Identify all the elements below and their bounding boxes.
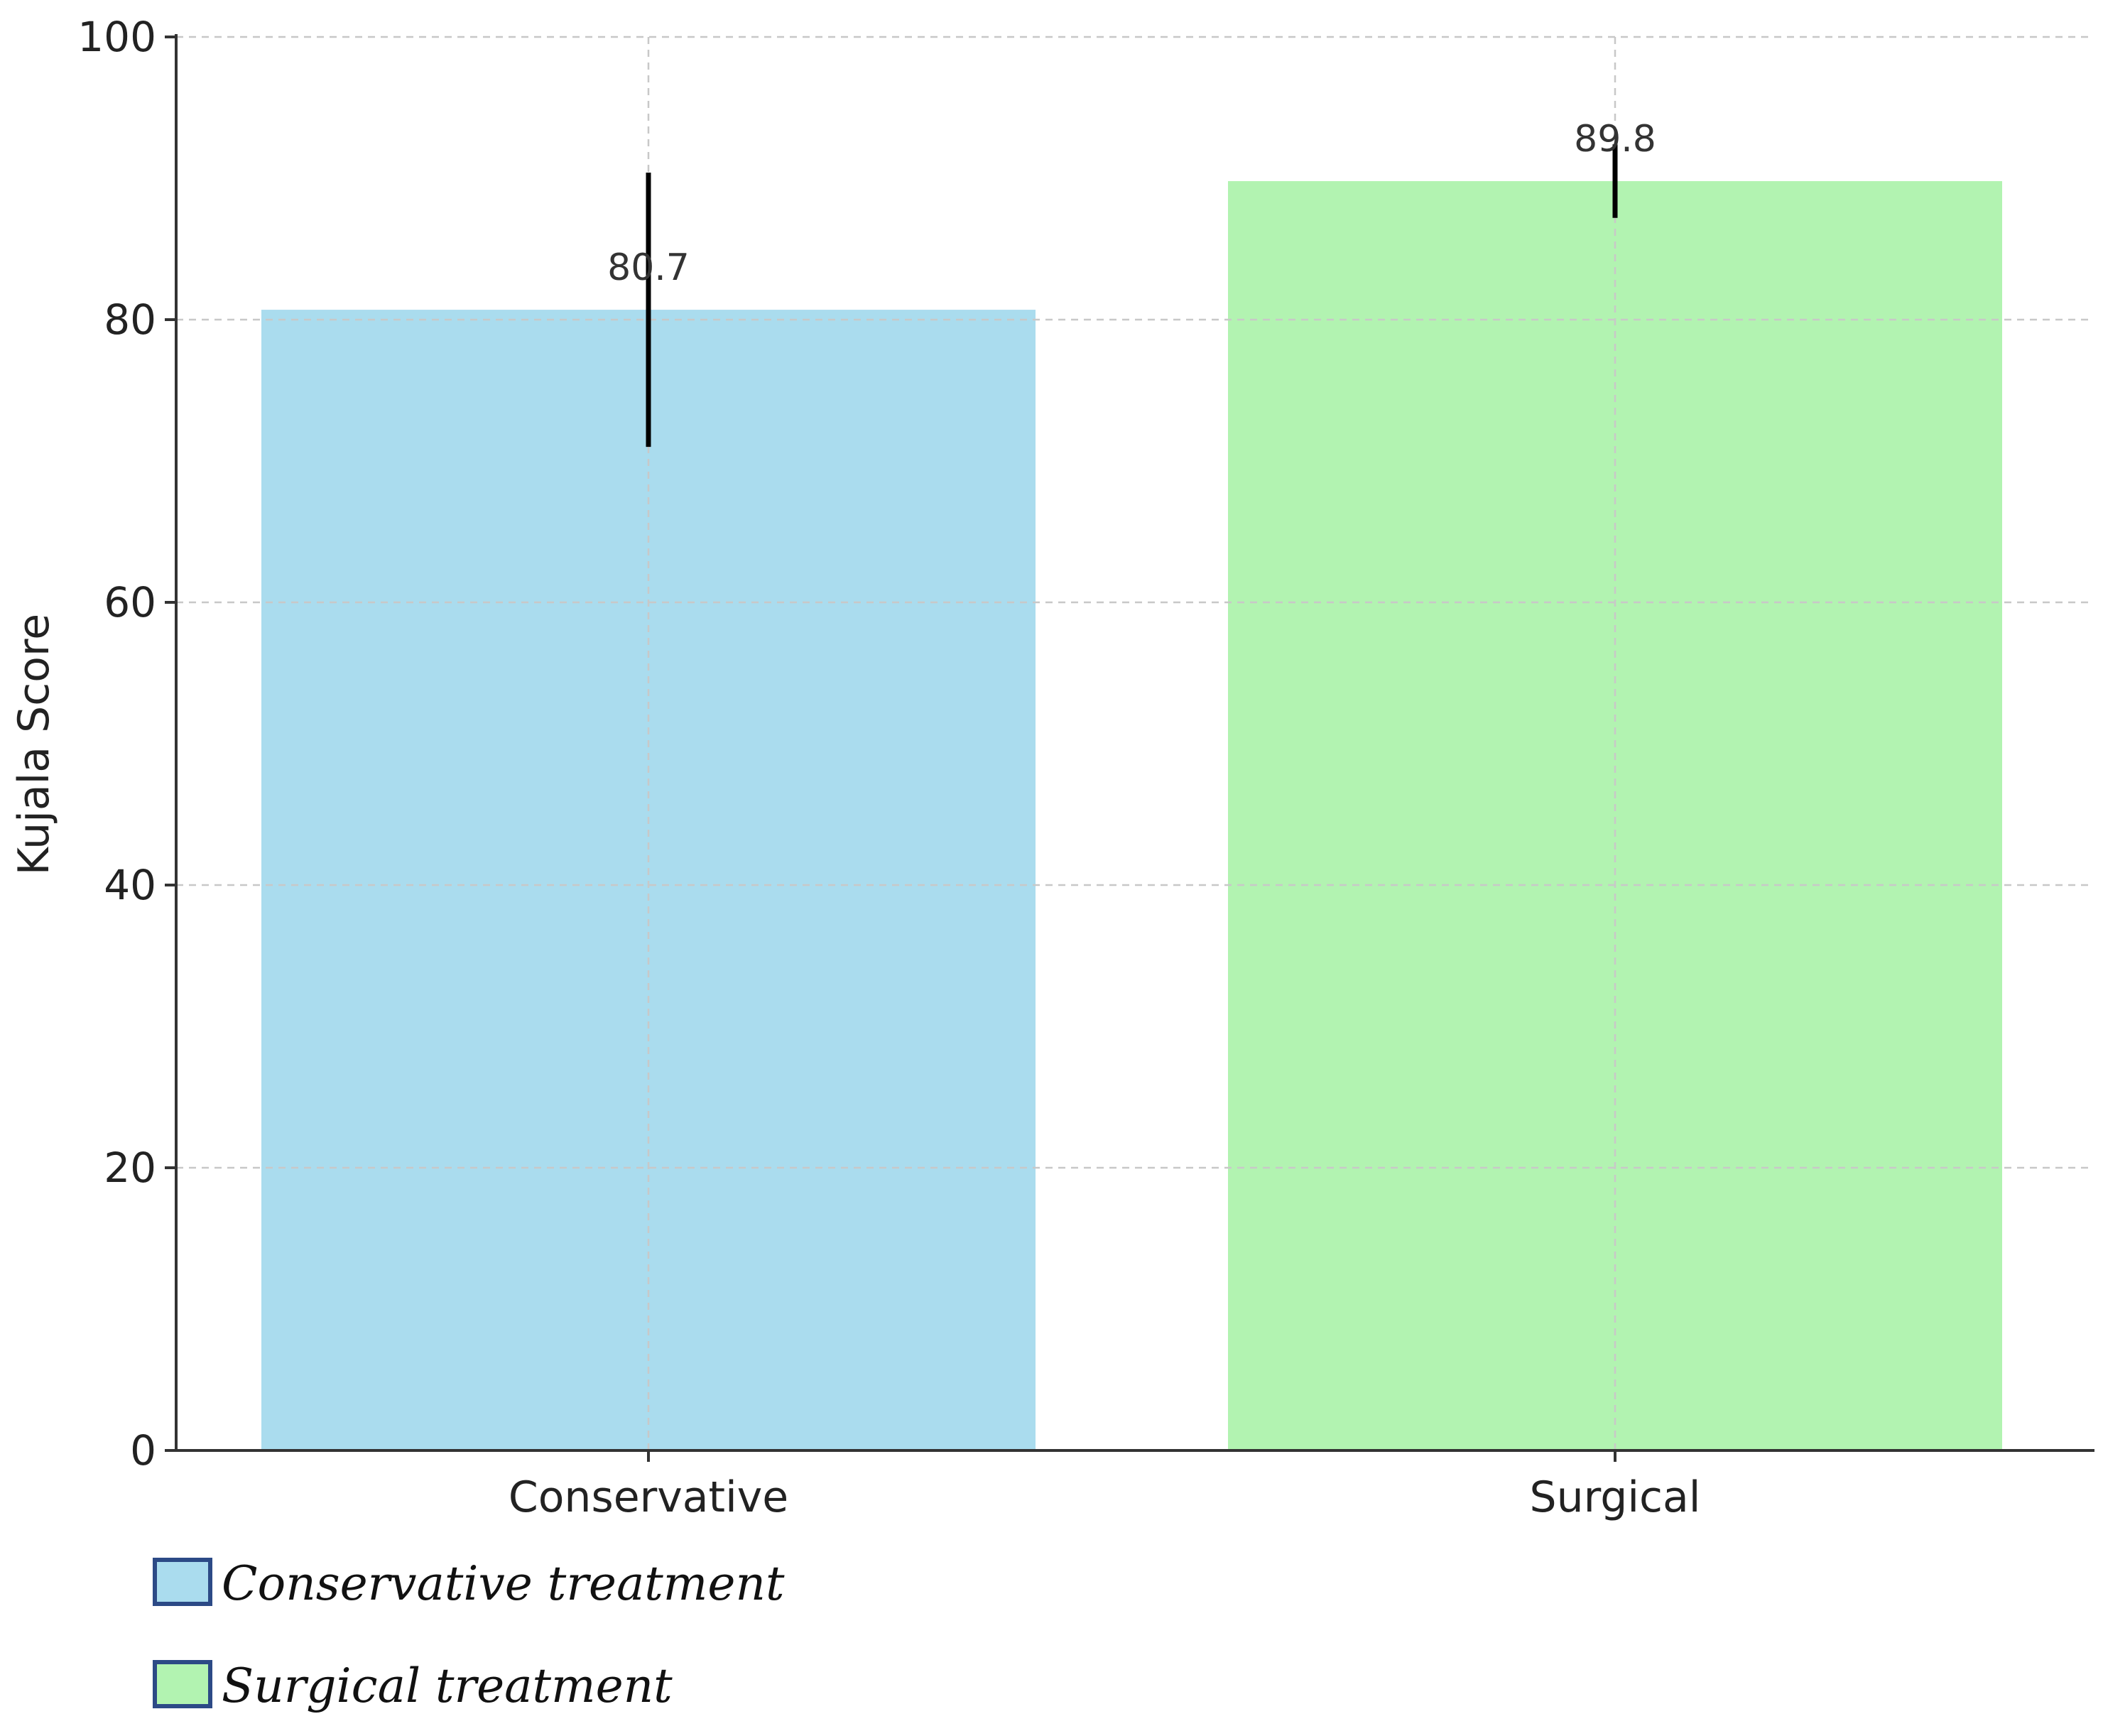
legend-label-surgical: Surgical treatment bbox=[222, 1659, 673, 1713]
y-tick-label-40: 40 bbox=[104, 861, 156, 909]
x-tick-label-surgical: Surgical bbox=[1530, 1472, 1701, 1522]
legend-swatch-surgical bbox=[153, 1660, 212, 1708]
bars bbox=[261, 180, 2002, 1451]
error-bars bbox=[646, 144, 1618, 447]
data-labels: 80.7 89.8 bbox=[607, 118, 1656, 289]
legend-label-conservative: Conservative treatment bbox=[222, 1556, 785, 1611]
data-label-surgical: 89.8 bbox=[1574, 118, 1656, 161]
axes: 0 20 40 60 80 100 Conservative Surgical bbox=[77, 13, 2094, 1522]
y-axis-title: Kujala Score bbox=[9, 614, 59, 875]
legend: Conservative treatment Surgical treatment bbox=[153, 1556, 785, 1713]
y-tick-label-80: 80 bbox=[104, 295, 156, 344]
y-tick-label-0: 0 bbox=[130, 1426, 156, 1475]
y-tick-label-60: 60 bbox=[104, 578, 156, 626]
data-label-conservative: 80.7 bbox=[607, 246, 690, 289]
x-tick-label-conservative: Conservative bbox=[509, 1472, 788, 1522]
legend-swatch-conservative bbox=[153, 1558, 212, 1606]
y-tick-label-100: 100 bbox=[77, 13, 156, 61]
y-tick-label-20: 20 bbox=[104, 1144, 156, 1192]
